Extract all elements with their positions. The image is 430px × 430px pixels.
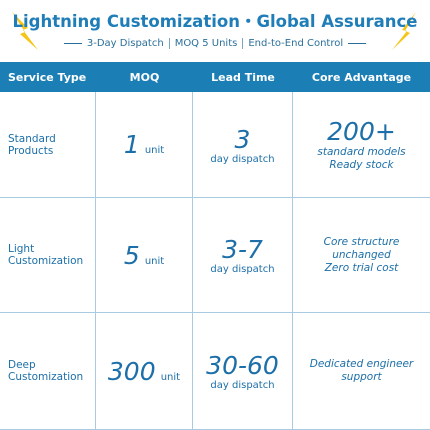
cell: Core structure unchanged Zero trial cost	[293, 198, 430, 313]
subtitle-item: MOQ 5 Units	[174, 38, 238, 49]
cell: 3-7 day dispatch	[193, 198, 293, 313]
cell: 5 unit	[96, 198, 193, 313]
cell: Deep Customization	[0, 313, 96, 430]
advantage-line: Zero trial cost	[324, 261, 399, 274]
subtitle-item: 3-Day Dispatch	[86, 38, 164, 49]
advantage-line: Core structure unchanged	[323, 235, 400, 261]
cell: 3 day dispatch	[193, 92, 293, 198]
column-header: MOQ	[96, 62, 193, 92]
moq-unit: unit	[144, 255, 165, 267]
advantage-line: Ready stock	[329, 159, 394, 171]
bolt-icon	[12, 12, 38, 50]
moq-value: 1	[123, 130, 140, 159]
service-type: Standard Products	[8, 132, 56, 157]
advantage-line: Dedicated engineer support	[309, 358, 414, 383]
cell: 200+ standard models Ready stock	[293, 92, 430, 198]
subtitle-item: End-to-End Control	[248, 38, 344, 49]
moq: 5 unit	[124, 241, 164, 270]
cell: 300 unit	[96, 313, 193, 430]
lead-value: 3	[234, 124, 251, 154]
lead-value: 30-60	[206, 351, 279, 380]
lead-value: 3-7	[222, 235, 263, 264]
table: Service Type MOQ Lead Time Core Advantage St…	[0, 62, 430, 430]
lead-unit: day dispatch	[210, 264, 275, 275]
advantage-line: standard models	[317, 146, 406, 158]
column-header: Lead Time	[193, 62, 293, 92]
lead-unit: day dispatch	[210, 380, 275, 391]
moq-value: 300	[107, 356, 156, 386]
cell: Dedicated engineer support	[293, 313, 430, 430]
service-type: Light Customization	[8, 243, 84, 267]
moq-unit: unit	[144, 145, 165, 156]
column-header: Core Advantage	[293, 62, 430, 92]
cell: 1 unit	[96, 92, 193, 198]
service-type: Deep Customization	[8, 359, 84, 383]
moq: 1 unit	[124, 130, 164, 159]
subtitle: 3-Day Dispatch MOQ 5 Units End-to-End Co…	[0, 38, 430, 49]
bolt-icon	[392, 12, 416, 50]
cell: Standard Products	[0, 92, 96, 198]
moq-unit: unit	[160, 371, 181, 383]
cell: Light Customization	[0, 198, 96, 313]
moq-value: 5	[123, 240, 140, 270]
advantage-headline: 200+	[327, 117, 396, 146]
column-header: Service Type	[0, 62, 96, 92]
moq: 300 unit	[108, 357, 180, 386]
cell: 30-60 day dispatch	[193, 313, 293, 430]
title: Lightning Customization・Global Assurance	[12, 12, 418, 31]
lead-unit: day dispatch	[210, 153, 275, 165]
